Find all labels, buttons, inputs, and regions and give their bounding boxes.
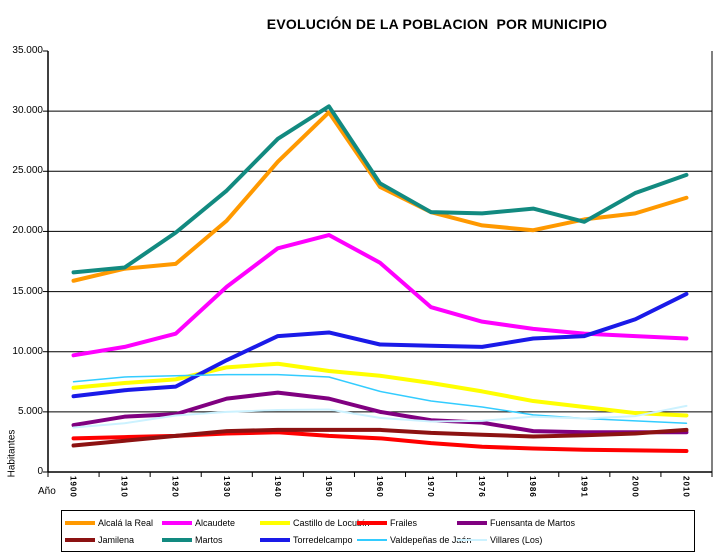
legend-line-swatch [457, 520, 487, 525]
legend-line-swatch [357, 538, 387, 541]
x-axis-tick-label: 1950 [323, 476, 333, 498]
y-axis-tick-label: 15.000 [12, 285, 43, 297]
legend-label: Alcalá la Real [98, 517, 154, 528]
legend-item: Valdepeñas de Jaén [357, 532, 471, 547]
legend-line-swatch [457, 538, 487, 541]
legend-item: Jamilena [65, 532, 134, 547]
series-line-castillo-de-locub-n [71, 361, 689, 418]
legend-line-swatch [162, 537, 192, 542]
legend-line-swatch [260, 537, 290, 542]
legend-line-swatch [65, 537, 95, 542]
chart-title: EVOLUCIÓN DE LA POBLACION POR MUNICIPIO [266, 16, 608, 32]
y-axis-tick-label: 0 [37, 466, 43, 477]
legend-item: Fuensanta de Martos [457, 515, 575, 530]
legend-line-swatch [65, 520, 95, 525]
x-axis-tick-label: 1976 [477, 476, 487, 498]
series-line-martos [71, 104, 689, 275]
series-line-alcal-la-real [71, 110, 689, 283]
legend-line-swatch [162, 520, 192, 525]
x-axis-title: Año [38, 486, 56, 497]
legend-item: Castillo de Locubín [260, 515, 370, 530]
x-axis-tick-label: 1920 [170, 476, 180, 498]
x-axis-tick-label: 1960 [375, 476, 384, 498]
y-axis-tick-label: 25.000 [12, 165, 43, 177]
x-axis-tick-label: 1986 [528, 476, 538, 498]
legend-line-swatch [357, 520, 387, 525]
legend-item: Villares (Los) [457, 532, 542, 547]
x-axis-tick-label: 1940 [272, 476, 282, 498]
legend-label: Torredelcampo [293, 534, 353, 545]
y-axis-tick-label: 10.000 [12, 345, 43, 357]
x-axis-tick-label: 2000 [630, 476, 640, 498]
x-axis-tick-label: 1930 [221, 476, 231, 498]
legend-label: Fuensanta de Martos [490, 517, 576, 528]
y-axis-tick-label: 30.000 [12, 105, 43, 117]
legend-label: Martos [195, 534, 223, 545]
legend-item: Frailes [357, 515, 417, 530]
y-axis-tick-label: 35.000 [12, 45, 43, 56]
legend-box: Alcalá la Real Alcaudete Castillo de Locub… [61, 510, 695, 552]
legend-item: Alcaudete [162, 515, 235, 530]
legend-label: Valdepeñas de Jaén [390, 534, 472, 545]
legend-label: Villares (Los) [490, 534, 543, 545]
series-line-alcaudete [71, 233, 689, 358]
y-axis-tick-label: 20.000 [12, 225, 43, 237]
legend-line-swatch [260, 520, 290, 525]
legend-item: Martos [162, 532, 223, 547]
x-axis-tick-label: 1970 [426, 476, 436, 498]
y-axis-tick-label: 5.000 [17, 405, 43, 417]
legend-label: Alcaudete [195, 517, 236, 528]
x-axis-tick-label: 2010 [681, 476, 691, 498]
legend-item: Alcalá la Real [65, 515, 153, 530]
x-axis-tick-label: 1991 [579, 476, 589, 498]
legend-label: Jamilena [98, 534, 135, 545]
series-line-jamilena [71, 427, 689, 448]
legend-item: Torredelcampo [260, 532, 353, 547]
series-line-villares-los- [72, 404, 688, 429]
legend-label: Castillo de Locubín [293, 517, 370, 528]
x-axis-tick-label: 1900 [68, 476, 78, 498]
x-axis-tick-label: 1910 [119, 476, 129, 498]
y-axis-title: Habitantes [6, 429, 18, 478]
series-line-fuensanta-de-martos [71, 390, 689, 435]
series-line-torredelcampo [71, 291, 689, 399]
legend-label: Frailes [390, 517, 418, 528]
